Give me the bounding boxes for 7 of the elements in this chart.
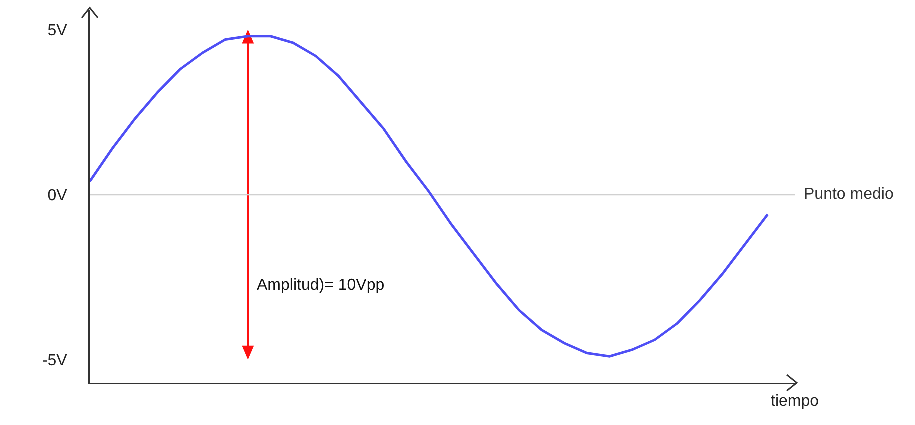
line-series xyxy=(90,35,770,358)
ref-line-label: Punto medio xyxy=(804,186,894,203)
x-axis-title: tiempo xyxy=(771,393,820,410)
y-tick-label: 5V xyxy=(48,22,68,40)
y-tick-label: 0V xyxy=(48,187,68,204)
y-tick-label: -5V xyxy=(42,352,68,370)
annotation: Amplitud)= 10Vpp xyxy=(257,277,385,294)
